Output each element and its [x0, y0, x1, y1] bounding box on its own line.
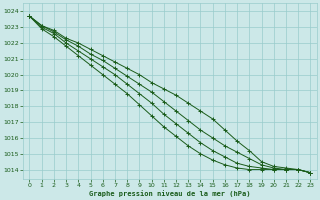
X-axis label: Graphe pression niveau de la mer (hPa): Graphe pression niveau de la mer (hPa) [89, 190, 251, 197]
